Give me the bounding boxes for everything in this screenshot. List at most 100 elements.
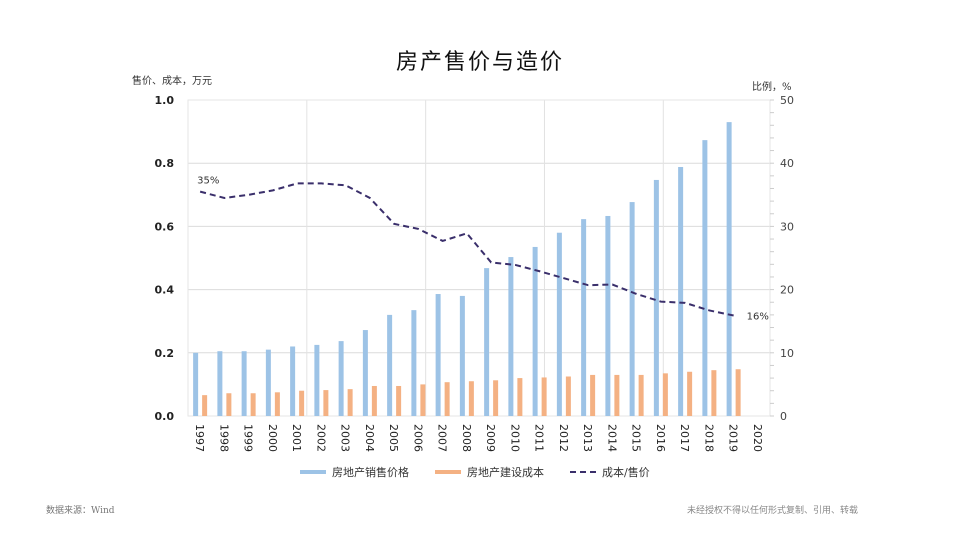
- bar-price: [435, 294, 441, 416]
- bar-price: [726, 122, 732, 417]
- bar-cost: [250, 393, 256, 416]
- y-tick-left: 0.2: [155, 347, 175, 360]
- x-tick-label: 1999: [242, 424, 255, 452]
- y-axis-left-label: 售价、成本，万元: [132, 76, 212, 87]
- bar-price: [314, 344, 320, 416]
- bar-price: [556, 232, 562, 416]
- legend-swatch-ratio: [570, 471, 596, 473]
- x-tick-label: 2018: [702, 424, 715, 452]
- bar-cost: [662, 373, 668, 416]
- legend-item-price: 房地产销售价格: [300, 464, 409, 480]
- bar-price: [387, 314, 393, 416]
- copyright-note: 未经授权不得以任何形式复制、引用、转载: [687, 506, 859, 516]
- bar-cost: [711, 370, 717, 416]
- bar-cost: [517, 378, 523, 416]
- x-tick-label: 2013: [581, 424, 594, 452]
- bar-price: [605, 215, 611, 416]
- y-tick-right: 20: [780, 284, 794, 297]
- y-tick-right: 10: [780, 347, 794, 360]
- bar-cost: [347, 389, 353, 416]
- legend-label-price: 房地产销售价格: [332, 466, 409, 479]
- data-label: 35%: [197, 176, 219, 187]
- legend-label-cost: 房地产建设成本: [467, 466, 544, 479]
- bar-price: [362, 330, 368, 416]
- x-tick-label: 2002: [314, 424, 327, 452]
- bar-price: [290, 346, 296, 416]
- x-tick-label: 2005: [387, 424, 400, 452]
- y-tick-left: 0.6: [155, 220, 175, 233]
- y-tick-left: 0.0: [155, 410, 175, 423]
- x-tick-label: 2000: [266, 424, 279, 452]
- y-tick-right: 0: [780, 410, 787, 423]
- x-tick-label: 2019: [727, 424, 740, 452]
- bar-cost: [638, 374, 644, 416]
- x-tick-label: 2007: [436, 424, 449, 452]
- bar-cost: [444, 382, 450, 416]
- bar-price: [217, 351, 223, 416]
- bar-cost: [735, 369, 741, 416]
- bar-cost: [614, 374, 620, 416]
- legend: 房地产销售价格 房地产建设成本 成本/售价: [300, 464, 650, 480]
- y-tick-right: 30: [780, 220, 794, 233]
- y-tick-right: 50: [780, 94, 794, 107]
- bar-price: [411, 310, 417, 416]
- x-tick-label: 2009: [484, 424, 497, 452]
- bar-cost: [420, 384, 426, 416]
- bar-cost: [687, 371, 693, 416]
- x-tick-label: 2016: [654, 424, 667, 452]
- legend-swatch-cost: [435, 470, 461, 474]
- bar-cost: [371, 385, 377, 416]
- x-tick-label: 2001: [290, 424, 303, 452]
- bar-cost: [493, 380, 499, 416]
- x-tick-label: 2020: [751, 424, 764, 452]
- plot-area: [187, 99, 771, 417]
- bar-cost: [590, 374, 596, 416]
- bar-cost: [565, 376, 571, 416]
- x-tick-label: 2010: [508, 424, 521, 452]
- x-tick-label: 2012: [557, 424, 570, 452]
- bar-cost: [396, 385, 402, 416]
- bar-price: [653, 179, 659, 416]
- legend-swatch-price: [300, 470, 326, 474]
- x-tick-label: 2014: [605, 424, 618, 452]
- x-tick-label: 2015: [630, 424, 643, 452]
- bar-cost: [226, 393, 232, 416]
- y-tick-left: 0.4: [155, 284, 175, 297]
- y-axis-right-label: 比例，%: [752, 82, 792, 93]
- x-tick-label: 1998: [217, 424, 230, 452]
- x-tick-label: 2006: [411, 424, 424, 452]
- bar-price: [459, 295, 465, 416]
- bar-price: [265, 349, 271, 416]
- data-label: 16%: [747, 312, 769, 323]
- bar-cost: [299, 390, 305, 416]
- bar-price: [702, 140, 708, 416]
- legend-item-ratio: 成本/售价: [570, 464, 650, 480]
- x-tick-label: 2008: [460, 424, 473, 452]
- bar-cost: [274, 392, 280, 416]
- bar-price: [629, 202, 635, 416]
- y-tick-right: 40: [780, 157, 794, 170]
- bar-cost: [202, 395, 208, 416]
- bar-cost: [541, 377, 547, 416]
- chart-title: 房产售价与造价: [395, 50, 564, 75]
- x-tick-label: 2017: [678, 424, 691, 452]
- y-tick-left: 1.0: [155, 94, 175, 107]
- x-tick-label: 2004: [363, 424, 376, 452]
- bar-cost: [323, 390, 329, 416]
- line-ratio: [199, 182, 734, 317]
- x-tick-label: 1997: [193, 424, 206, 452]
- bar-price: [678, 166, 684, 416]
- bar-price: [581, 219, 587, 416]
- source-note: 数据来源：Wind: [46, 506, 115, 516]
- x-tick-label: 2003: [339, 424, 352, 452]
- y-tick-left: 0.8: [155, 157, 175, 170]
- bar-price: [338, 341, 344, 416]
- legend-label-ratio: 成本/售价: [602, 466, 650, 479]
- bar-price: [241, 351, 247, 416]
- bar-price: [532, 246, 538, 416]
- bar-price: [508, 257, 514, 416]
- bar-cost: [468, 381, 474, 416]
- x-tick-label: 2011: [533, 424, 546, 452]
- legend-item-cost: 房地产建设成本: [435, 464, 544, 480]
